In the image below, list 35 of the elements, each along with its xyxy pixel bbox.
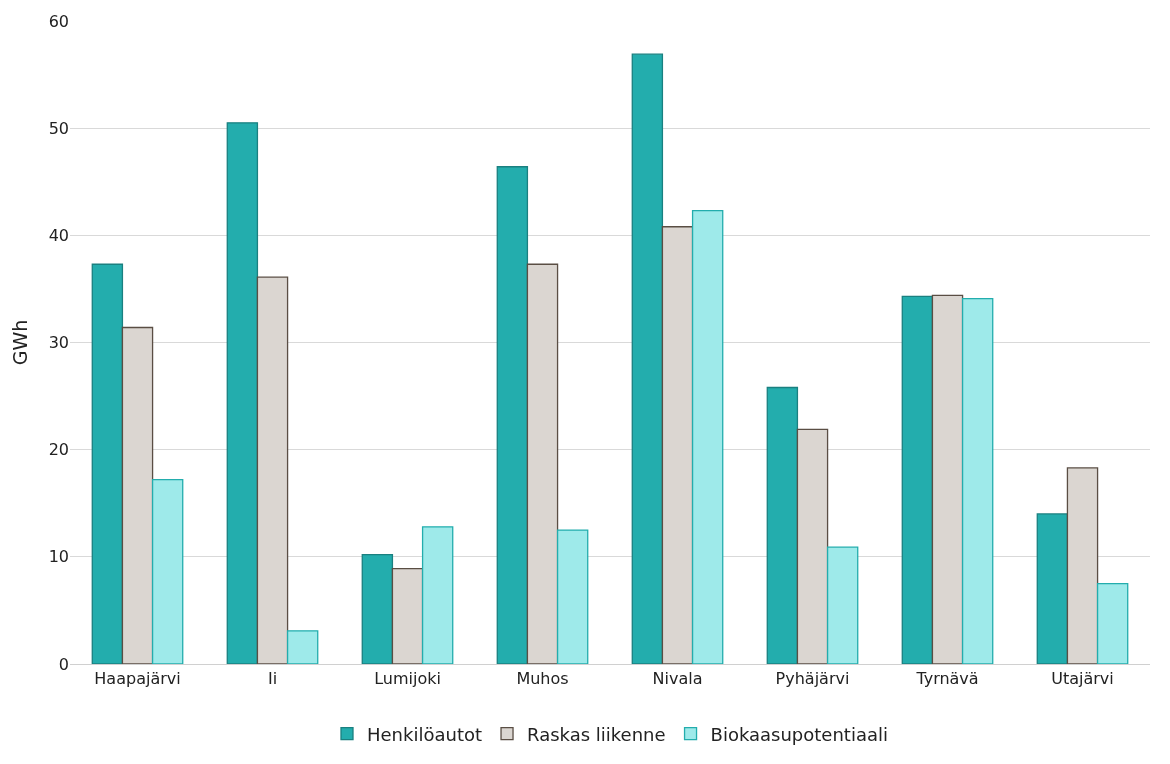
legend-label: Biokaasupotentiaali bbox=[710, 723, 888, 745]
x-tick-label: Nivala bbox=[652, 669, 703, 689]
y-tick-label: 0 bbox=[58, 654, 69, 674]
legend-label: Henkilöautot bbox=[367, 723, 483, 745]
bar bbox=[496, 166, 529, 664]
bar bbox=[421, 526, 454, 664]
y-tick-label: 20 bbox=[48, 440, 69, 460]
y-tick-label: 60 bbox=[48, 11, 69, 31]
bar bbox=[286, 630, 319, 664]
x-tick-label: Ii bbox=[267, 669, 278, 689]
bar bbox=[361, 554, 394, 664]
x-tick-label: Pyhäjärvi bbox=[775, 669, 850, 689]
bar bbox=[556, 529, 589, 664]
bar bbox=[766, 386, 799, 664]
legend-label: Raskas liikenne bbox=[527, 723, 666, 745]
y-tick-label: 10 bbox=[48, 547, 69, 567]
bar bbox=[226, 122, 259, 664]
bar bbox=[691, 210, 724, 664]
x-tick-label: Utajärvi bbox=[1051, 669, 1114, 689]
bar bbox=[1036, 513, 1069, 664]
y-tick-label: 40 bbox=[48, 225, 69, 245]
y-tick-label: 30 bbox=[48, 333, 69, 353]
y-tick-label: 50 bbox=[48, 118, 69, 138]
bar bbox=[631, 53, 664, 664]
x-tick-label: Haapajärvi bbox=[94, 669, 181, 689]
x-tick-label: Lumijoki bbox=[374, 669, 441, 689]
bar bbox=[826, 546, 859, 664]
bar bbox=[901, 295, 934, 664]
bar bbox=[151, 479, 184, 664]
x-tick-label: Muhos bbox=[516, 669, 569, 689]
bar bbox=[961, 297, 994, 664]
y-axis-title: GWh bbox=[9, 319, 32, 366]
bar bbox=[1096, 582, 1129, 664]
bar bbox=[91, 263, 124, 664]
x-tick-label: Tyrnävä bbox=[915, 669, 979, 689]
